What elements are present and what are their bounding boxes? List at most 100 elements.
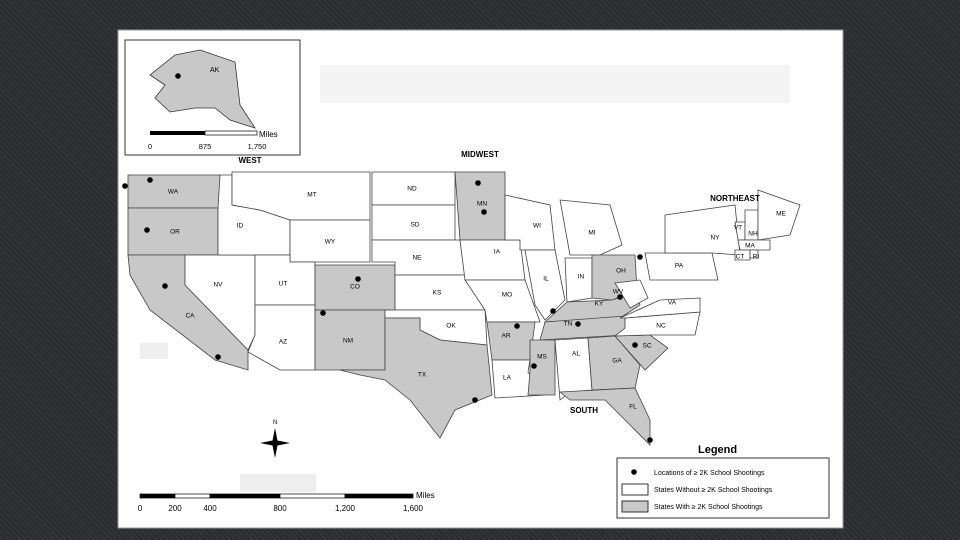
scale-unit: Miles bbox=[416, 491, 435, 500]
state-label: VA bbox=[668, 300, 677, 307]
state bbox=[737, 239, 771, 251]
state-label: AR bbox=[501, 333, 510, 340]
state-label: PA bbox=[675, 263, 684, 270]
alaska-shape bbox=[149, 49, 256, 129]
state-label: FL bbox=[629, 404, 637, 411]
state-label: ID bbox=[237, 223, 244, 230]
scale-bar bbox=[174, 493, 211, 499]
legend-title: Legend bbox=[698, 444, 737, 456]
scale-tick: 1,750 bbox=[248, 142, 267, 151]
state-label: OK bbox=[446, 323, 456, 330]
state-label: WV bbox=[613, 289, 624, 296]
scale-tick: 400 bbox=[203, 504, 217, 513]
region-label: WEST bbox=[238, 156, 261, 165]
scale-tick: 1,600 bbox=[403, 504, 424, 513]
state bbox=[619, 297, 701, 319]
state bbox=[559, 199, 623, 256]
state-label: MT bbox=[307, 192, 316, 199]
scale-tick: 0 bbox=[138, 504, 143, 513]
scale-bar bbox=[139, 493, 176, 499]
scale-bar bbox=[344, 493, 414, 499]
shooting-location bbox=[475, 180, 481, 186]
state bbox=[614, 279, 649, 309]
region-label: NORTHEAST bbox=[710, 194, 760, 203]
state bbox=[587, 335, 641, 391]
state-label: SD bbox=[410, 222, 419, 229]
state bbox=[527, 339, 556, 396]
scale-tick: 875 bbox=[199, 142, 212, 151]
legend-dot bbox=[631, 469, 637, 475]
state bbox=[757, 189, 801, 241]
state-label: LA bbox=[503, 375, 512, 382]
state-label: MI bbox=[588, 230, 595, 237]
state bbox=[486, 321, 536, 361]
state-label: OH bbox=[616, 268, 626, 275]
shooting-location bbox=[575, 321, 581, 327]
state bbox=[339, 317, 493, 439]
shooting-location bbox=[647, 437, 653, 443]
state-label: IA bbox=[494, 249, 501, 256]
state-label: NC bbox=[656, 323, 666, 330]
state-label: IL bbox=[543, 276, 549, 283]
state-label: RI bbox=[753, 254, 760, 261]
shooting-location bbox=[147, 177, 153, 183]
scale-tick: 0 bbox=[148, 142, 152, 151]
state-label: WI bbox=[533, 223, 541, 230]
shooting-location bbox=[472, 397, 478, 403]
state-label: TX bbox=[418, 372, 427, 379]
inset-label: AK bbox=[210, 67, 220, 74]
state-label: TN bbox=[564, 321, 573, 328]
shooting-location bbox=[144, 227, 150, 233]
state-label: AZ bbox=[279, 339, 287, 346]
blank-box bbox=[140, 343, 168, 359]
compass: N bbox=[260, 420, 290, 458]
state-label: KY bbox=[595, 301, 604, 308]
state-label: NV bbox=[213, 282, 223, 289]
state-label: GA bbox=[612, 358, 622, 365]
legend-item: Locations of ≥ 2K School Shootings bbox=[654, 470, 765, 477]
state-label: OR bbox=[170, 229, 180, 236]
state-label: MO bbox=[502, 292, 512, 299]
scale-bar bbox=[279, 493, 346, 499]
shooting-location bbox=[617, 294, 623, 300]
shooting-location bbox=[531, 363, 537, 369]
shooting-location bbox=[514, 323, 520, 329]
state bbox=[459, 239, 526, 281]
legend-frame bbox=[616, 457, 830, 519]
region-label: SOUTH bbox=[570, 406, 598, 415]
scale-bar bbox=[209, 493, 281, 499]
state-label: SC bbox=[642, 343, 651, 350]
blank-box bbox=[240, 474, 316, 492]
state bbox=[247, 304, 316, 371]
state-label: WY bbox=[325, 239, 336, 246]
state-label: UT bbox=[279, 281, 288, 288]
state-label: WA bbox=[168, 189, 179, 196]
state-label: CO bbox=[350, 284, 360, 291]
state bbox=[504, 194, 556, 251]
scale-tick: 1,200 bbox=[335, 504, 356, 513]
shooting-location bbox=[162, 283, 168, 289]
shooting-location bbox=[215, 354, 221, 360]
state-label: NY bbox=[710, 235, 720, 242]
blurred-title bbox=[320, 65, 790, 103]
svg-text:N: N bbox=[273, 420, 277, 426]
shooting-location bbox=[320, 310, 326, 316]
region-label: MIDWEST bbox=[461, 150, 499, 159]
state bbox=[749, 249, 759, 259]
legend-swatch bbox=[621, 483, 649, 496]
shooting-location bbox=[122, 183, 128, 189]
shooting-location bbox=[175, 73, 181, 79]
state-label: MA bbox=[745, 243, 755, 250]
legend-swatch bbox=[621, 500, 649, 513]
scale-tick: 200 bbox=[168, 504, 182, 513]
shooting-location bbox=[632, 342, 638, 348]
state bbox=[289, 219, 371, 263]
shooting-location bbox=[550, 308, 556, 314]
state-label: KS bbox=[433, 290, 442, 297]
state-label: NE bbox=[412, 255, 422, 262]
scale-bar bbox=[204, 130, 258, 136]
state-label: ND bbox=[407, 186, 417, 193]
state bbox=[734, 249, 751, 261]
